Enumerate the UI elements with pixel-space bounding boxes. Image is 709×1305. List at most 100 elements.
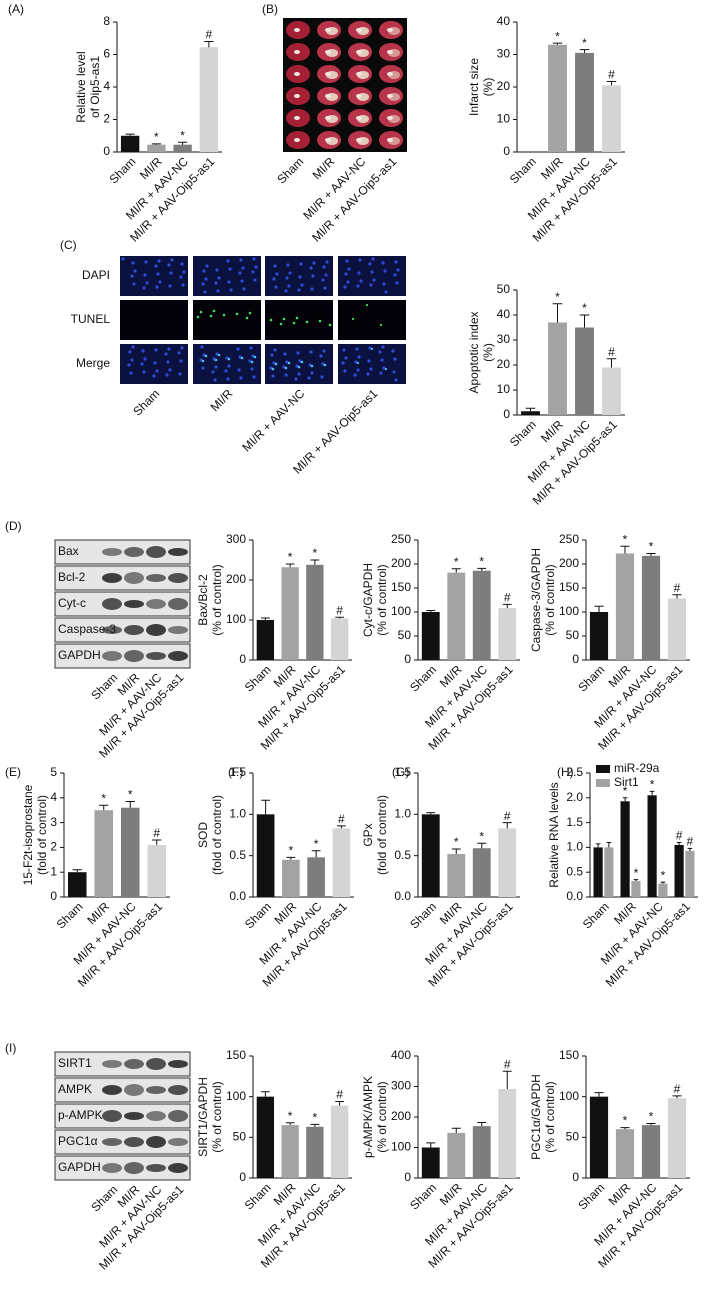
nucleus <box>393 357 397 361</box>
nucleus <box>205 264 209 268</box>
bar <box>120 807 140 897</box>
error-bar <box>477 842 487 849</box>
significance-mark: * <box>555 290 560 304</box>
nucleus <box>378 350 382 354</box>
tunel-positive <box>245 316 249 320</box>
bar <box>498 828 517 897</box>
nucleus <box>381 261 385 265</box>
nucleus <box>214 365 218 369</box>
error-bar <box>426 812 436 815</box>
y-tick-label: 150 <box>391 580 411 594</box>
nucleus <box>345 259 349 263</box>
nucleus <box>226 377 230 381</box>
y-axis-label: (%) <box>481 78 495 97</box>
blot-band <box>102 548 122 556</box>
bar <box>67 872 87 897</box>
bar <box>647 795 657 897</box>
bar <box>604 847 614 897</box>
nucleus <box>381 345 385 349</box>
significance-mark: * <box>634 866 639 880</box>
nucleus <box>200 345 204 349</box>
y-tick-label: 4 <box>103 79 110 93</box>
lumen <box>325 72 331 76</box>
blot-label: GAPDH <box>58 1160 101 1174</box>
tunel-positive <box>222 313 226 317</box>
y-tick-label: 0.0 <box>394 889 411 903</box>
significance-mark: * <box>479 554 484 568</box>
nucleus <box>284 289 288 293</box>
bar <box>631 881 641 897</box>
significance-mark: * <box>582 36 587 50</box>
bar <box>667 1098 687 1178</box>
blot-band <box>102 598 122 610</box>
ttc-image <box>283 18 407 152</box>
significance-mark: # <box>608 68 615 82</box>
y-axis-label: (% of control) <box>375 1081 389 1152</box>
error-bar <box>204 41 214 48</box>
nucleus <box>396 268 400 272</box>
error-bar <box>594 605 604 612</box>
significance-mark: * <box>582 301 587 315</box>
blot-band <box>146 546 166 558</box>
nucleus <box>309 266 313 270</box>
y-tick-label: 0.5 <box>566 864 583 878</box>
blot-label: p-AMPK <box>58 1108 103 1122</box>
blot-row <box>54 1077 191 1103</box>
nucleus <box>241 266 245 270</box>
blot-row <box>54 1129 191 1155</box>
significance-mark: * <box>101 791 106 805</box>
error-bar <box>687 847 693 851</box>
row-label: DAPI <box>82 268 110 282</box>
nucleus <box>310 371 314 375</box>
nucleus <box>142 286 146 290</box>
y-tick-label: 3 <box>50 815 57 829</box>
blot-band <box>102 1163 122 1173</box>
nucleus <box>321 278 325 282</box>
lumen <box>387 72 393 76</box>
nucleus <box>380 358 384 362</box>
bar <box>306 1126 324 1178</box>
bar <box>575 327 594 415</box>
blot-row <box>54 643 191 669</box>
category-label: Sham <box>575 1180 607 1212</box>
tunel-positive <box>271 367 275 371</box>
nucleus <box>391 349 395 353</box>
error-bar <box>451 568 461 573</box>
micrograph-tile <box>193 300 261 340</box>
nucleus <box>236 347 240 351</box>
blot-band <box>124 572 144 584</box>
nucleus <box>394 260 398 264</box>
significance-mark: * <box>314 837 319 851</box>
blot-band <box>146 624 166 636</box>
nucleus <box>153 361 157 365</box>
error-bar <box>579 314 590 328</box>
tunel-positive <box>209 314 213 318</box>
y-tick-label: 300 <box>391 1079 411 1093</box>
nucleus <box>322 349 326 353</box>
y-axis-label: (% of control) <box>210 1081 224 1152</box>
nucleus <box>178 372 182 376</box>
nucleus <box>298 275 302 279</box>
y-tick-label: 20 <box>497 357 511 371</box>
nucleus <box>121 257 125 261</box>
nucleus <box>168 284 172 288</box>
significance-mark: * <box>479 829 484 843</box>
nucleus <box>368 262 372 266</box>
y-tick-label: 1.0 <box>394 807 411 821</box>
lumen <box>387 94 393 98</box>
y-tick-label: 50 <box>233 1130 247 1144</box>
bar <box>330 618 349 660</box>
y-tick-label: 200 <box>391 556 411 570</box>
nucleus <box>181 283 185 287</box>
bar <box>120 135 140 152</box>
tunel-positive <box>370 347 374 351</box>
nucleus <box>228 267 232 271</box>
significance-mark: * <box>623 1114 628 1128</box>
y-tick-label: 40 <box>497 14 511 28</box>
tunel-positive <box>235 312 239 316</box>
blot-band <box>102 1110 122 1122</box>
error-bar <box>620 545 630 554</box>
nucleus <box>217 276 221 280</box>
bar <box>674 844 684 897</box>
y-tick-label: 100 <box>559 604 579 618</box>
